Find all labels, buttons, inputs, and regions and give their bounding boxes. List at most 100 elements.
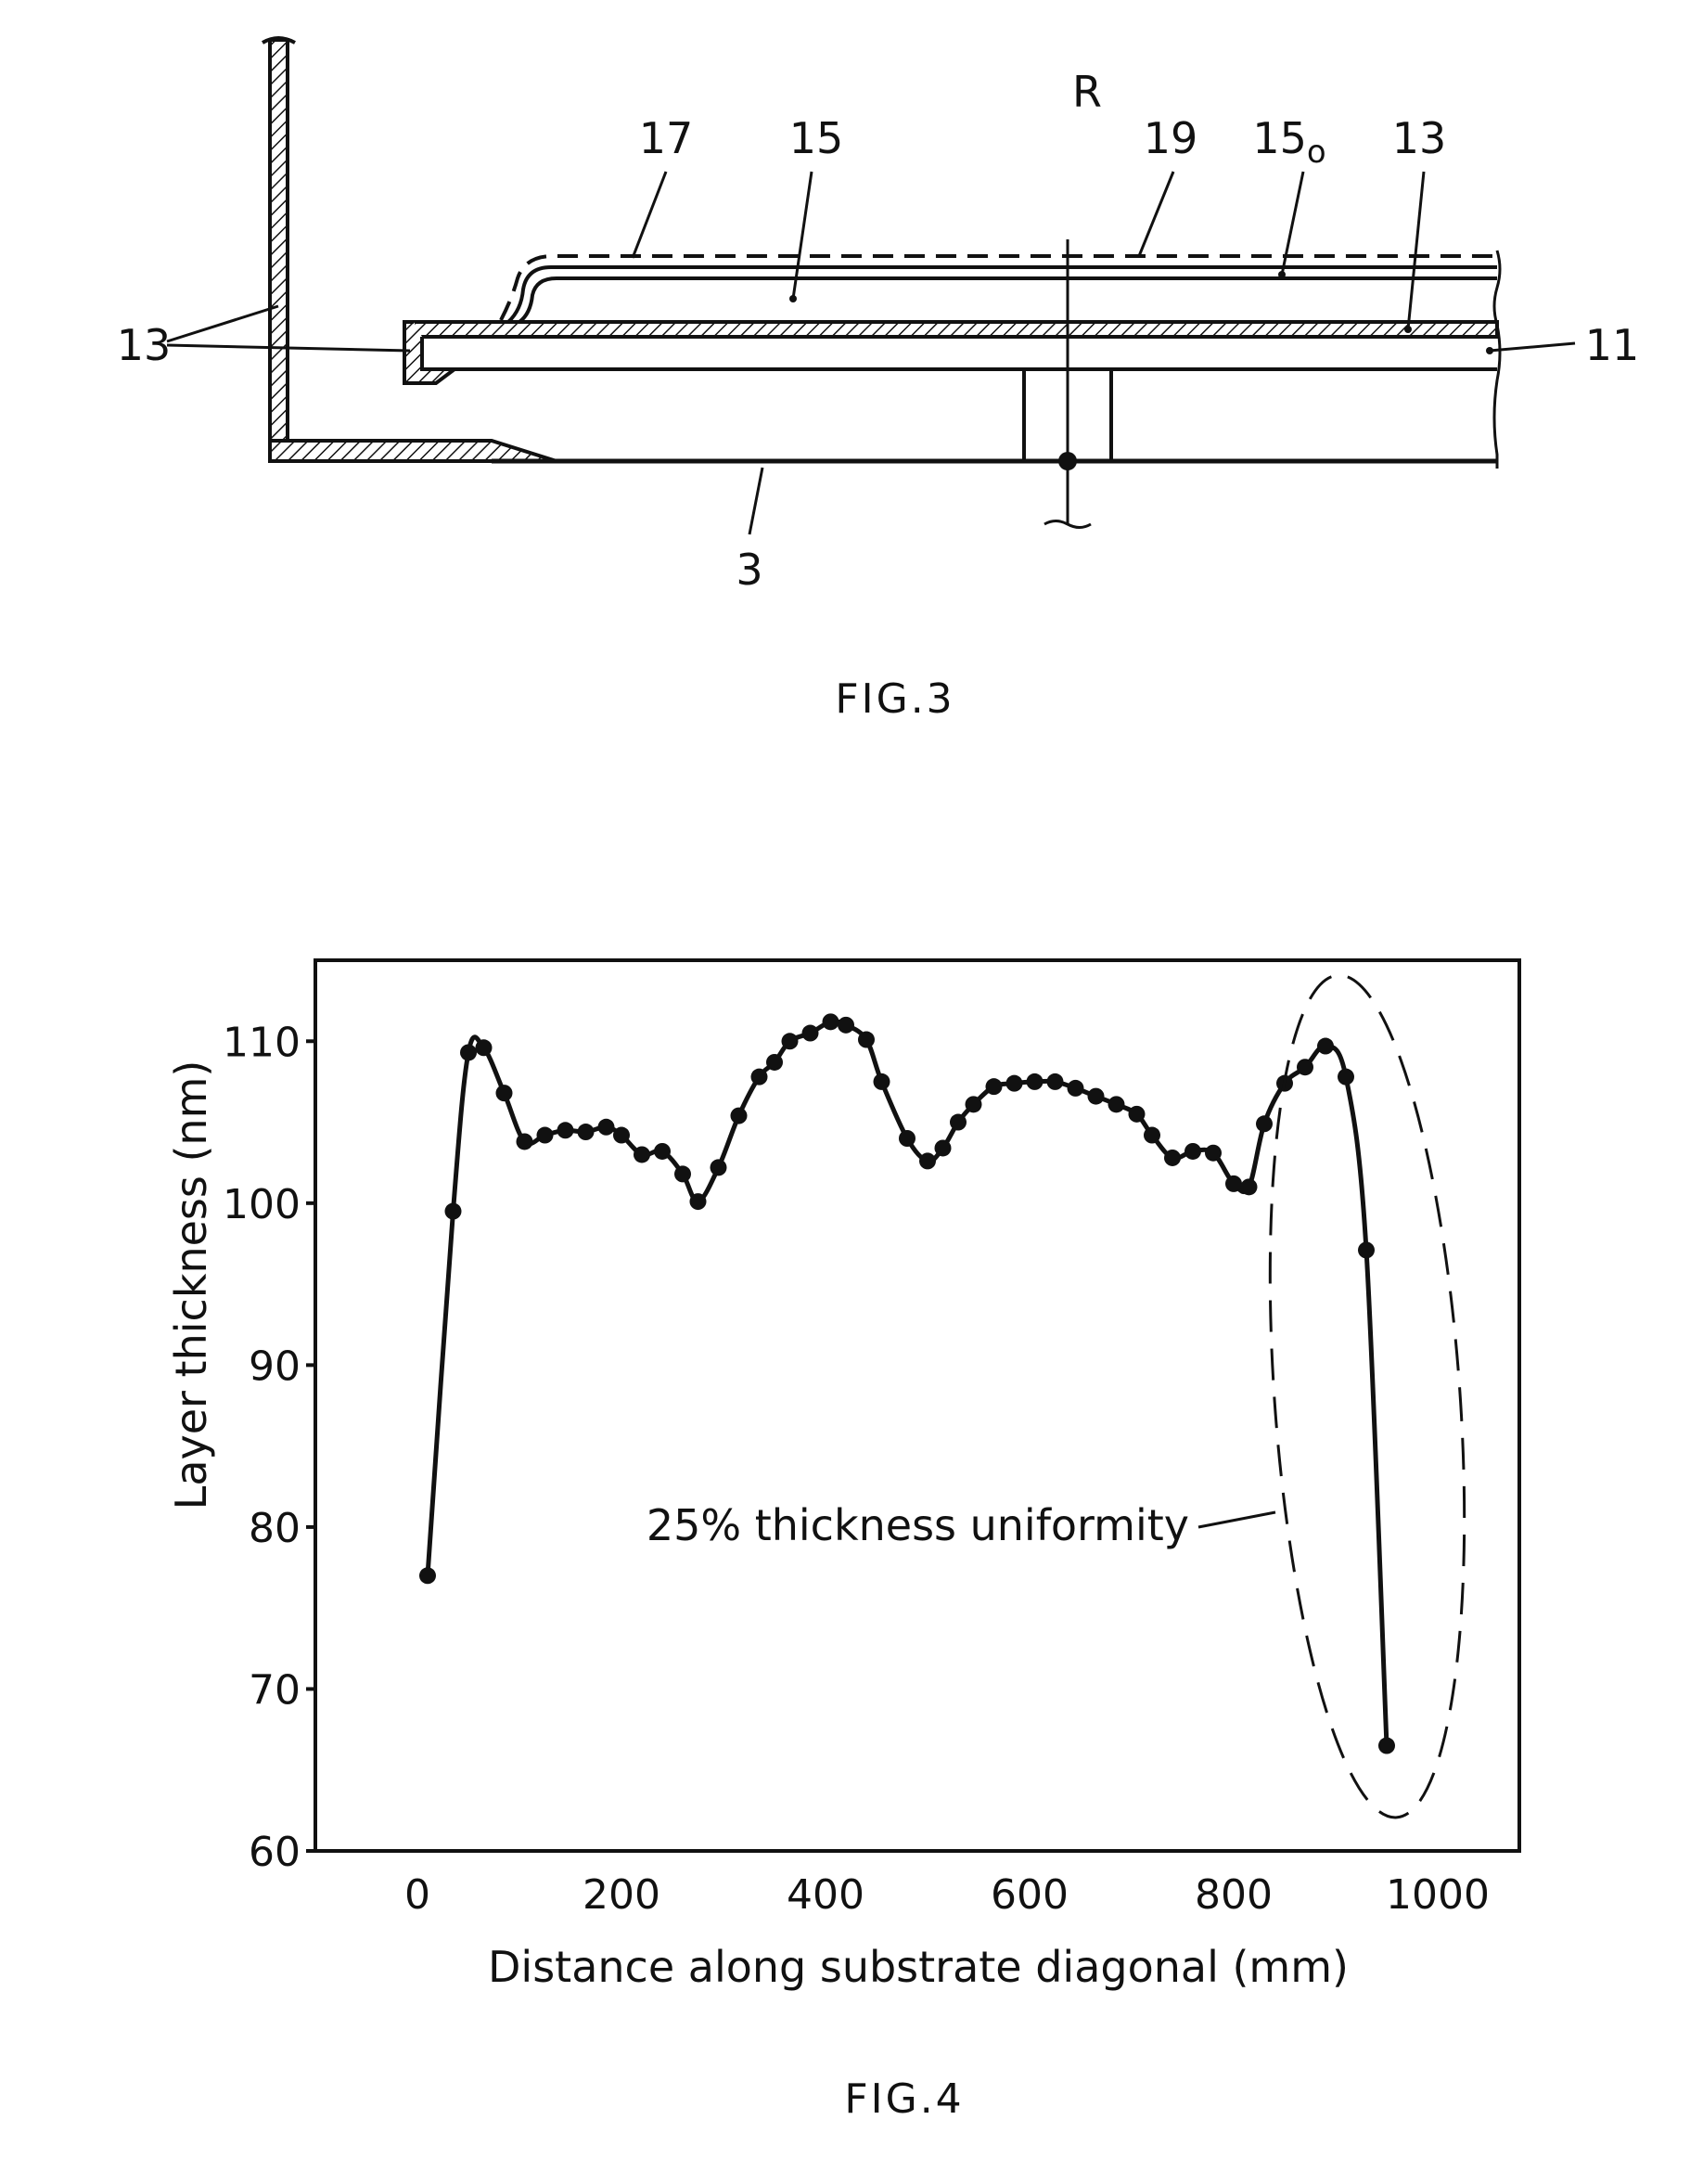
- data-point: [517, 1133, 533, 1150]
- leader-17: [633, 172, 666, 258]
- data-point: [950, 1114, 967, 1131]
- data-point: [1317, 1038, 1334, 1055]
- y-tick-label: 60: [249, 1829, 301, 1876]
- data-point: [782, 1033, 799, 1049]
- data-point: [1358, 1241, 1375, 1258]
- y-tick-label: 100: [223, 1181, 301, 1228]
- data-point: [731, 1108, 748, 1124]
- data-point: [654, 1143, 671, 1160]
- data-point: [986, 1078, 1003, 1095]
- data-point: [874, 1073, 890, 1090]
- data-point: [802, 1025, 819, 1042]
- leader-13-top: [1408, 172, 1424, 329]
- x-axis-label: Distance along substrate diagonal (mm): [488, 1942, 1349, 1992]
- x-tick-label: 800: [1195, 1871, 1273, 1919]
- y-axis-label: Layer thickness (nm): [166, 1060, 216, 1510]
- data-points: [419, 1013, 1395, 1754]
- fig3-caption: FIG.3: [835, 675, 954, 723]
- data-point: [613, 1127, 630, 1144]
- label-13-left: 13: [117, 320, 172, 370]
- annotation-text: 25% thickness uniformity: [647, 1500, 1189, 1550]
- data-point: [899, 1130, 916, 1147]
- right-break-edge: [1494, 251, 1500, 469]
- fig3-diagram: R 17 15 19 15o 13 13 11 3 FIG.3: [117, 38, 1640, 723]
- data-point: [690, 1193, 707, 1210]
- y-tick-label: 70: [249, 1666, 301, 1714]
- left-wall: [270, 40, 288, 457]
- data-point: [1225, 1176, 1242, 1192]
- data-point: [598, 1119, 615, 1136]
- data-point: [476, 1039, 493, 1056]
- data-point: [1129, 1106, 1146, 1123]
- x-tick-label: 200: [583, 1871, 660, 1919]
- data-point: [1108, 1096, 1125, 1112]
- data-point: [1184, 1143, 1201, 1160]
- label-11: 11: [1585, 320, 1640, 370]
- leader-11-dot: [1486, 347, 1493, 354]
- data-point: [557, 1122, 574, 1138]
- leader-13-top-dot: [1404, 326, 1412, 333]
- data-point: [1297, 1059, 1313, 1075]
- annotation-leader: [1198, 1512, 1275, 1527]
- data-point: [838, 1017, 854, 1034]
- leader-15o: [1282, 172, 1303, 275]
- tick-labels: 60 70 80 90 100 110 0 200 400 600 800 1000: [223, 1019, 1490, 1919]
- data-point: [445, 1203, 462, 1220]
- data-point: [1088, 1088, 1105, 1105]
- x-tick-label: 400: [787, 1871, 864, 1919]
- data-point: [1378, 1738, 1395, 1754]
- data-point: [751, 1069, 768, 1086]
- data-point: [674, 1165, 691, 1182]
- data-point: [1144, 1127, 1160, 1144]
- data-point: [460, 1044, 477, 1060]
- data-point: [823, 1013, 839, 1030]
- leader-3: [749, 468, 762, 534]
- x-tick-label: 0: [404, 1871, 430, 1919]
- base-bar: [270, 441, 557, 461]
- label-15o-sub: o: [1307, 134, 1326, 171]
- data-point: [1338, 1069, 1354, 1086]
- data-point: [419, 1567, 436, 1584]
- data-point: [935, 1139, 952, 1156]
- data-point: [578, 1124, 595, 1140]
- x-tick-label: 1000: [1386, 1871, 1490, 1919]
- leader-15-dot: [789, 295, 797, 302]
- x-tick-label: 600: [991, 1871, 1069, 1919]
- label-r: R: [1072, 67, 1102, 117]
- label-15o: 15o: [1252, 113, 1325, 171]
- data-point: [858, 1032, 875, 1048]
- leader-11: [1490, 343, 1575, 351]
- data-point: [966, 1096, 982, 1112]
- y-tick-label: 80: [249, 1505, 301, 1552]
- label-17: 17: [639, 113, 694, 163]
- layer-15: [519, 278, 1497, 322]
- data-point: [634, 1146, 650, 1163]
- label-15: 15: [789, 113, 844, 163]
- data-point: [1205, 1145, 1222, 1162]
- label-13-top: 13: [1392, 113, 1447, 163]
- data-point: [1164, 1150, 1181, 1166]
- y-tick-label: 90: [249, 1343, 301, 1390]
- data-point: [1006, 1075, 1023, 1092]
- y-tick-label: 110: [223, 1019, 301, 1066]
- data-point: [711, 1159, 727, 1176]
- data-point: [537, 1127, 554, 1144]
- leader-19: [1139, 172, 1173, 256]
- data-point: [1256, 1115, 1273, 1132]
- data-point: [919, 1152, 936, 1169]
- data-point: [1241, 1178, 1258, 1195]
- label-15o-main: 15: [1252, 113, 1307, 163]
- layer-13: [414, 322, 1497, 337]
- label-3: 3: [736, 545, 762, 595]
- leader-15o-dot: [1278, 271, 1286, 278]
- data-point: [1068, 1080, 1084, 1097]
- data-point: [1047, 1073, 1064, 1090]
- data-point: [766, 1054, 783, 1071]
- leader-13-wall: [167, 306, 278, 341]
- layer-15o: [508, 267, 1497, 322]
- axis-pivot: [1058, 452, 1077, 470]
- uniformity-ellipse: [1246, 969, 1490, 1824]
- label-19: 19: [1144, 113, 1198, 163]
- data-point: [496, 1085, 513, 1101]
